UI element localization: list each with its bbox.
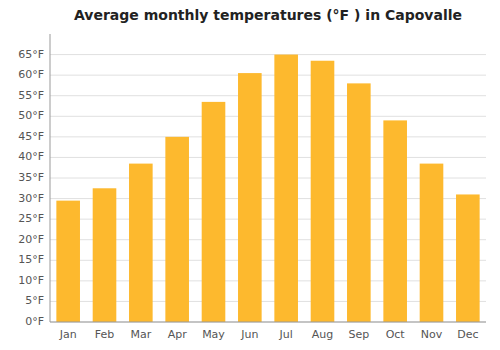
- bar: [165, 137, 189, 322]
- grid-line: [50, 95, 486, 96]
- x-tick-label: Jul: [279, 328, 293, 341]
- x-tick-label: Jan: [59, 328, 77, 341]
- grid-line: [50, 75, 486, 76]
- grid-line: [50, 54, 486, 55]
- y-tick-label: 50°F: [18, 109, 44, 122]
- x-tick-label: Mar: [130, 328, 151, 341]
- title: Average monthly temperatures (°F ) in Ca…: [74, 7, 462, 23]
- y-axis-line: [50, 34, 51, 322]
- y-tick-label: 15°F: [18, 253, 44, 266]
- y-tick-label: 30°F: [18, 192, 44, 205]
- x-tick-label: May: [202, 328, 225, 341]
- bar: [93, 188, 117, 322]
- grid-line: [50, 116, 486, 117]
- grid-line: [50, 136, 486, 137]
- y-axis: 0°F 5°F 10°F 15°F 20°F 25°F 30°F 35°F 40°F 45°F 50…: [18, 34, 50, 328]
- x-tick-label: Nov: [421, 328, 443, 341]
- grid-line: [50, 157, 486, 158]
- bar: [274, 55, 298, 322]
- y-tick-label: 60°F: [18, 68, 44, 81]
- bar: [238, 73, 262, 322]
- y-tick-label: 0°F: [25, 315, 44, 328]
- x-tick-label: Aug: [312, 328, 333, 341]
- y-tick-label: 45°F: [18, 130, 44, 143]
- x-axis: Jan Feb Mar Apr May Jun Jul Aug Sep Oct Nov Dec: [50, 322, 486, 341]
- bars: [56, 55, 479, 322]
- chart: Average monthly temperatures (°F ) in Ca…: [0, 0, 500, 350]
- x-tick-label: Oct: [386, 328, 406, 341]
- bar: [347, 83, 371, 322]
- x-tick-label: Sep: [348, 328, 369, 341]
- y-tick-label: 20°F: [18, 233, 44, 246]
- x-tick-label: Dec: [457, 328, 478, 341]
- bar: [129, 164, 153, 322]
- bar: [456, 194, 480, 322]
- bar: [56, 201, 80, 322]
- x-tick-label: Feb: [95, 328, 114, 341]
- bar: [311, 61, 335, 322]
- y-tick-label: 35°F: [18, 171, 44, 184]
- bar: [202, 102, 226, 322]
- bar: [420, 164, 444, 322]
- y-tick-label: 5°F: [25, 294, 44, 307]
- y-tick-label: 55°F: [18, 89, 44, 102]
- grid-line: [50, 322, 486, 323]
- grid: [50, 55, 486, 322]
- y-tick-label: 65°F: [18, 48, 44, 61]
- y-tick-label: 10°F: [18, 274, 44, 287]
- y-tick-label: 25°F: [18, 212, 44, 225]
- bar: [383, 120, 407, 322]
- y-tick-label: 40°F: [18, 150, 44, 163]
- x-axis-line: [50, 322, 486, 323]
- x-tick-label: Apr: [168, 328, 188, 341]
- x-tick-label: Jun: [240, 328, 258, 341]
